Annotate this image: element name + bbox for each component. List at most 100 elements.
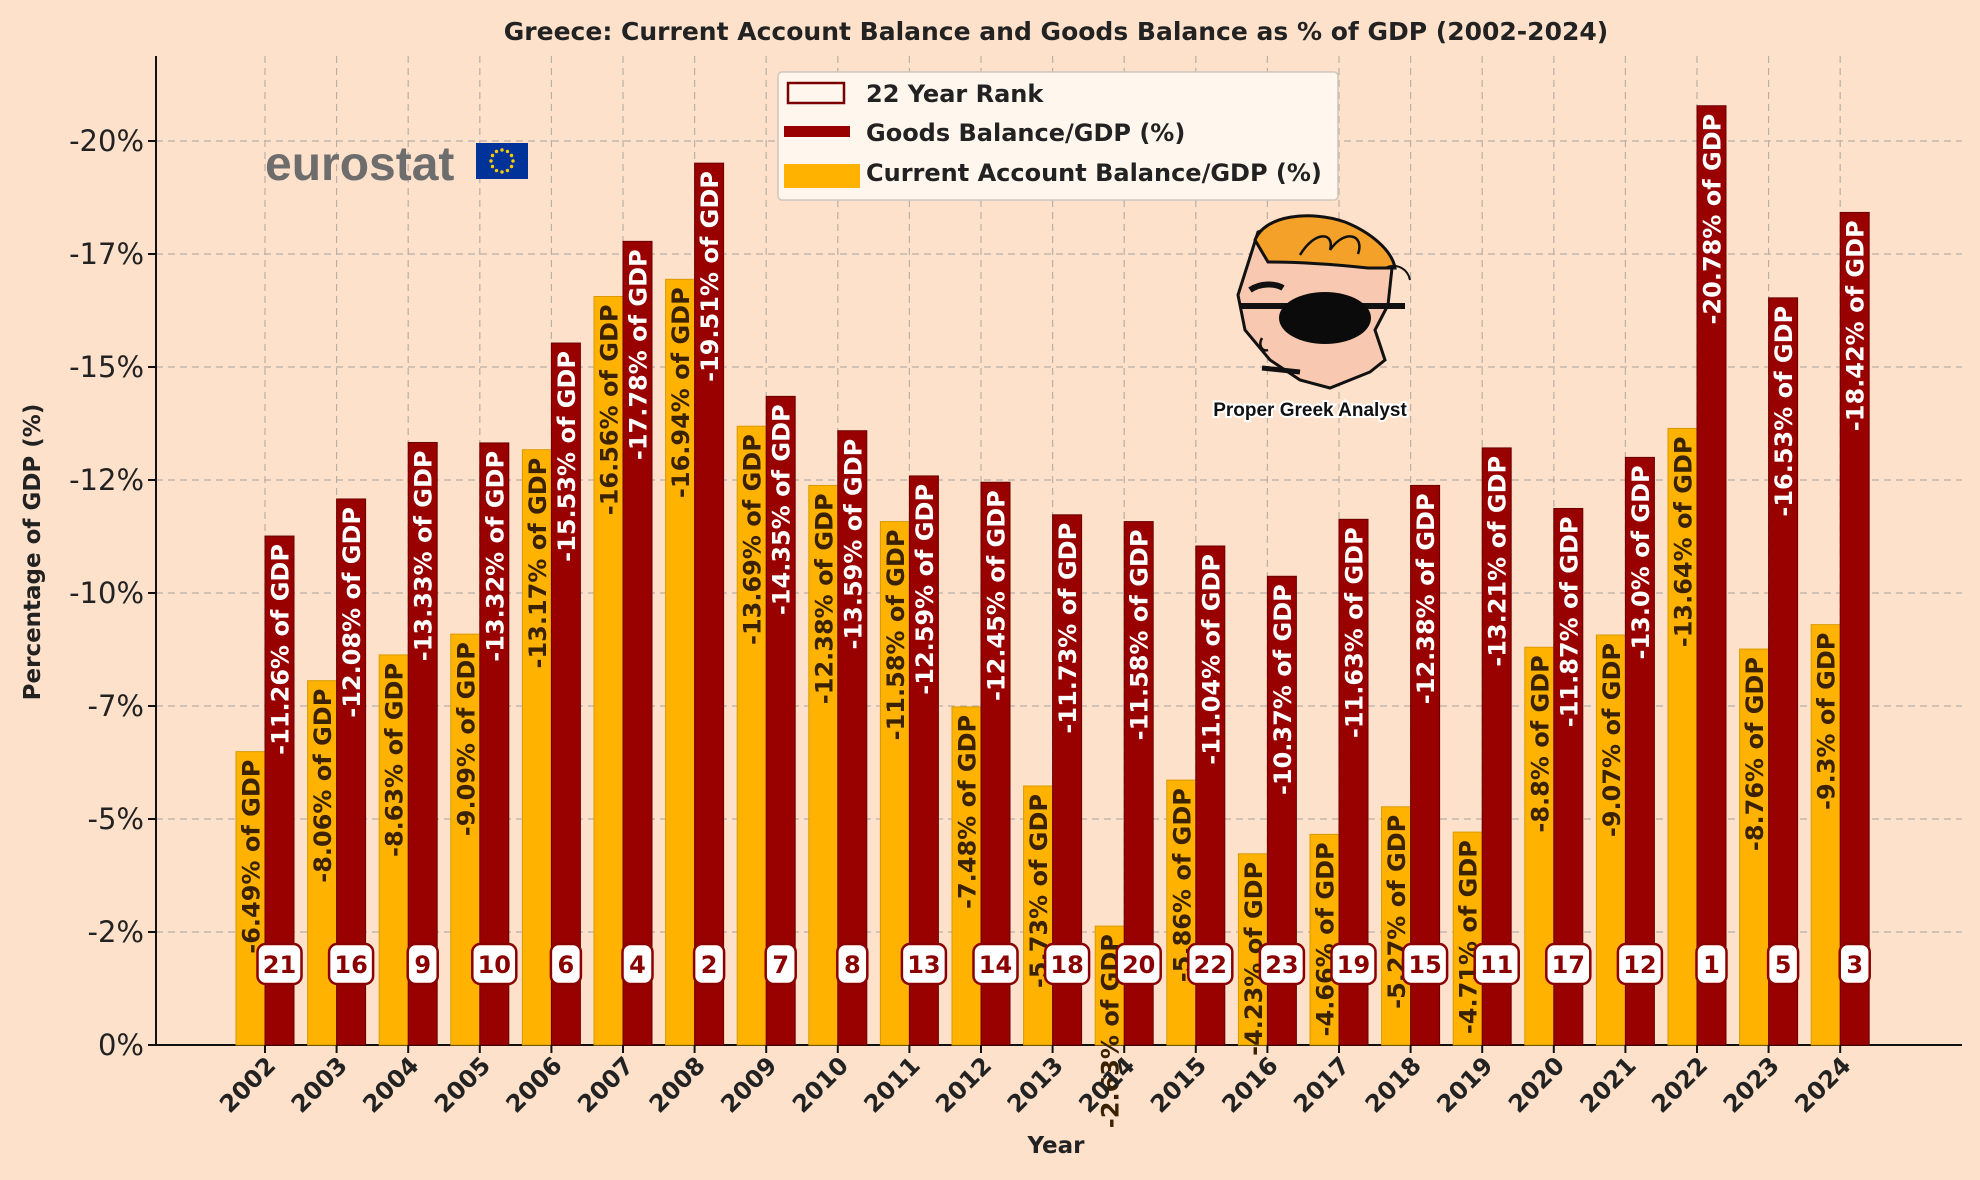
bar-current-account <box>1309 833 1340 1046</box>
data-label-current-account: -8.06% of GDP <box>309 689 337 883</box>
eu-star <box>490 153 495 158</box>
rank-badge <box>621 942 654 986</box>
data-label-goods: -17.78% of GDP <box>625 249 653 460</box>
data-label-goods: -13.0% of GDP <box>1627 465 1655 659</box>
rank-badge-value: 12 <box>1623 951 1656 979</box>
y-tick-label: -12% <box>69 463 144 497</box>
data-label-goods: -11.73% of GDP <box>1054 523 1082 734</box>
rank-badge-value: 2 <box>701 951 718 979</box>
bar-current-account <box>1667 427 1698 1046</box>
y-axis-label: Percentage of GDP (%) <box>20 404 46 701</box>
bar-current-account <box>1166 779 1197 1046</box>
data-label-current-account: -9.3% of GDP <box>1813 633 1841 810</box>
rank-badge <box>900 942 948 986</box>
rank-badge-value: 10 <box>478 951 511 979</box>
rank-badge <box>836 942 869 986</box>
data-label-goods: -13.59% of GDP <box>839 439 867 650</box>
bar-goods <box>1839 211 1870 1046</box>
data-label-current-account: -11.58% of GDP <box>882 530 910 741</box>
eu-star <box>489 159 493 163</box>
rank-badge <box>1473 942 1520 986</box>
rank-badge <box>256 942 303 986</box>
bar-current-account <box>521 449 552 1046</box>
rank-badge-value: 21 <box>263 951 296 979</box>
bar-current-account <box>1739 648 1770 1046</box>
bar-current-account <box>1023 785 1054 1046</box>
rank-badge <box>1187 942 1234 986</box>
rank-badge-value: 19 <box>1337 951 1370 979</box>
rank-badge-value: 5 <box>1775 951 1792 979</box>
x-axis-label: Year <box>1026 1133 1085 1159</box>
data-label-goods: -12.45% of GDP <box>983 490 1011 701</box>
bar-goods <box>1768 297 1799 1046</box>
rank-badge <box>1115 942 1162 986</box>
data-label-goods: -13.32% of GDP <box>481 451 509 662</box>
rank-badge <box>327 942 375 986</box>
bars <box>235 105 1870 1046</box>
rank-badge-value: 9 <box>414 951 431 979</box>
y-tick-label: -5% <box>88 802 144 836</box>
rank-badge-value: 15 <box>1408 951 1441 979</box>
legend-label-current-account: Current Account Balance/GDP (%) <box>866 159 1322 187</box>
bar-current-account <box>235 751 266 1046</box>
rank-badge-value: 8 <box>844 951 861 979</box>
data-label-goods: -11.87% of GDP <box>1555 516 1583 727</box>
eu-star <box>494 149 499 154</box>
eu-star <box>500 170 504 174</box>
y-tick-label: -2% <box>88 915 144 949</box>
legend: 22 Year Rank Goods Balance/GDP (%) Curre… <box>777 71 1339 201</box>
legend-box <box>777 71 1339 201</box>
rank-badge-value: 6 <box>558 951 575 979</box>
bar-current-account <box>1381 806 1412 1046</box>
bar-goods <box>550 342 581 1046</box>
data-label-goods: -13.33% of GDP <box>410 450 438 661</box>
rank-badge-value: 11 <box>1480 951 1513 979</box>
y-tick-label: 0% <box>98 1028 144 1062</box>
rank-badge <box>1043 942 1091 986</box>
bar-current-account <box>879 521 910 1046</box>
eu-star <box>509 164 514 169</box>
bar-goods <box>1696 105 1727 1046</box>
data-label-goods: -11.04% of GDP <box>1197 554 1225 765</box>
bar-current-account <box>951 706 982 1046</box>
eu-star <box>500 148 504 152</box>
bar-goods <box>765 395 796 1046</box>
rank-badge-value: 22 <box>1194 951 1227 979</box>
data-label-goods: -20.78% of GDP <box>1699 114 1727 325</box>
rank-badge <box>1545 942 1592 986</box>
bar-current-account <box>1452 831 1483 1046</box>
data-label-current-account: -9.07% of GDP <box>1598 643 1626 837</box>
rank-badge-value: 16 <box>334 951 367 979</box>
bar-current-account <box>593 295 624 1046</box>
eu-star <box>494 168 499 173</box>
bar-goods <box>694 162 725 1046</box>
legend-label-goods: Goods Balance/GDP (%) <box>866 119 1185 147</box>
bar-goods <box>622 240 653 1046</box>
eu-star <box>490 164 495 169</box>
y-tick-label: -7% <box>88 689 144 723</box>
data-label-goods: -11.63% of GDP <box>1341 527 1369 738</box>
rank-badge-value: 20 <box>1122 951 1155 979</box>
bar-current-account <box>1094 925 1125 1046</box>
y-tick-label: -10% <box>69 576 144 610</box>
eurostat-logo: eurostat <box>265 138 528 191</box>
data-label-goods: -12.59% of GDP <box>911 484 939 695</box>
y-tick-label: -20% <box>69 124 144 158</box>
data-label-current-account: -8.63% of GDP <box>381 663 409 857</box>
rank-badge <box>1401 942 1449 986</box>
data-label-current-account: -8.8% of GDP <box>1526 655 1554 832</box>
data-label-current-account: -13.69% of GDP <box>739 434 767 645</box>
data-label-current-account: -13.17% of GDP <box>524 458 552 669</box>
eu-star <box>505 149 510 154</box>
eu-star <box>505 168 510 173</box>
rank-badge <box>549 942 583 986</box>
rank-badge <box>1616 942 1664 986</box>
rank-badge-value: 17 <box>1552 951 1585 979</box>
y-tick-label: -17% <box>69 237 144 271</box>
data-label-current-account: -9.09% of GDP <box>452 642 480 836</box>
data-label-current-account: -4.71% of GDP <box>1455 840 1483 1034</box>
data-label-current-account: -12.38% of GDP <box>810 493 838 704</box>
data-label-goods: -18.42% of GDP <box>1842 220 1870 431</box>
chart-title: Greece: Current Account Balance and Good… <box>504 17 1608 46</box>
